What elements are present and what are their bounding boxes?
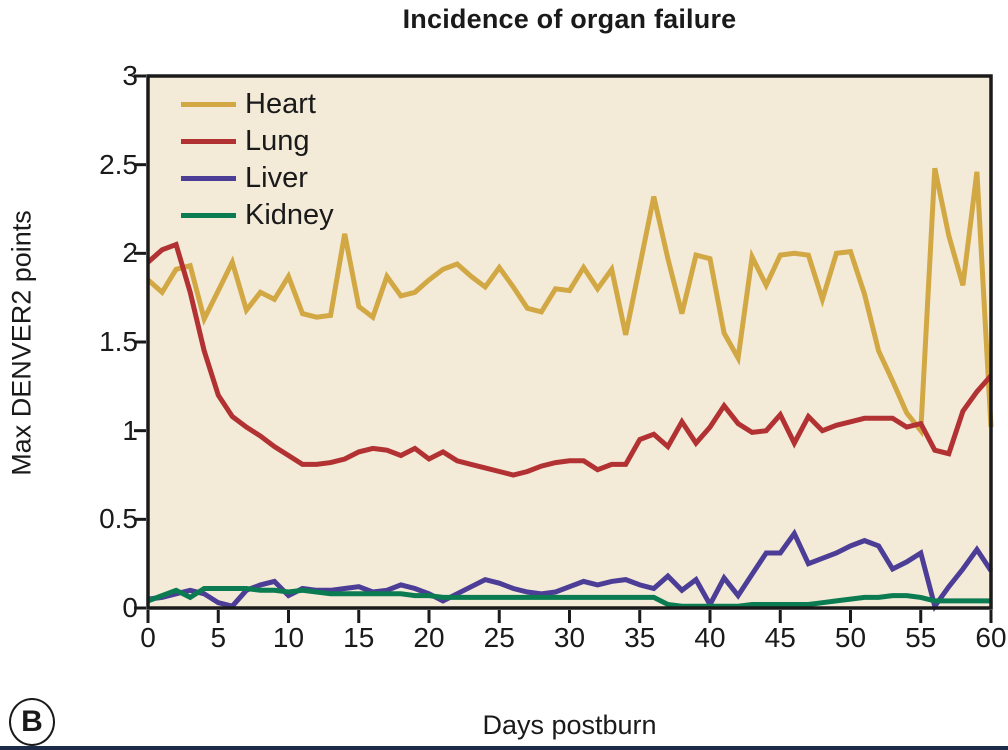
series-line-liver <box>147 528 994 612</box>
series-line-heart <box>146 167 994 438</box>
legend-line-swatch <box>181 213 236 218</box>
x-tick-label: 35 <box>624 622 656 653</box>
legend-label: Kidney <box>245 199 334 231</box>
x-tick-label: 45 <box>764 622 796 653</box>
y-tick-label: 2.5 <box>99 148 138 180</box>
plot-frame <box>146 74 993 610</box>
x-tick-label: 15 <box>343 622 375 653</box>
legend-line-swatch <box>181 102 236 107</box>
legend-line-swatch <box>181 139 236 144</box>
y-tick-label: 1 <box>122 414 138 446</box>
panel-label-badge: B <box>9 698 55 746</box>
x-tick-label: 10 <box>272 622 305 653</box>
legend-item-kidney: Kidney <box>181 197 334 234</box>
x-axis-label: Days postburn <box>482 710 657 740</box>
legend-label: Liver <box>245 162 308 194</box>
series-line-kidney <box>147 586 991 609</box>
series-line-lung <box>146 241 993 478</box>
x-tick-label: 60 <box>975 622 1007 653</box>
y-tick-label: 0.5 <box>99 503 138 535</box>
y-tick-label: 0 <box>122 592 138 623</box>
legend-label: Lung <box>245 125 310 157</box>
x-tick-label: 50 <box>834 622 867 653</box>
legend-item-liver: Liver <box>181 160 334 197</box>
legend-label: Heart <box>245 88 316 120</box>
x-tick-label: 25 <box>483 622 515 653</box>
legend-line-swatch <box>181 176 236 181</box>
y-tick-label: 2 <box>122 237 138 269</box>
x-tick-label: 55 <box>905 622 937 653</box>
x-tick-label: 0 <box>140 622 156 653</box>
x-tick-label: 30 <box>553 622 586 653</box>
panel-label: B <box>21 705 43 738</box>
legend-item-lung: Lung <box>181 123 334 160</box>
legend: Heart Lung Liver Kidney <box>181 86 334 234</box>
bottom-border-line <box>0 746 1008 750</box>
chart-title: Incidence of organ failure <box>402 4 737 34</box>
plot-background <box>148 76 991 608</box>
x-tick-label: 40 <box>694 622 726 653</box>
y-tick-label: 1.5 <box>99 326 138 357</box>
x-tick-label: 5 <box>210 622 227 653</box>
y-tick-label: 3 <box>122 60 138 91</box>
legend-item-heart: Heart <box>181 86 334 123</box>
x-tick-label: 20 <box>413 622 445 653</box>
